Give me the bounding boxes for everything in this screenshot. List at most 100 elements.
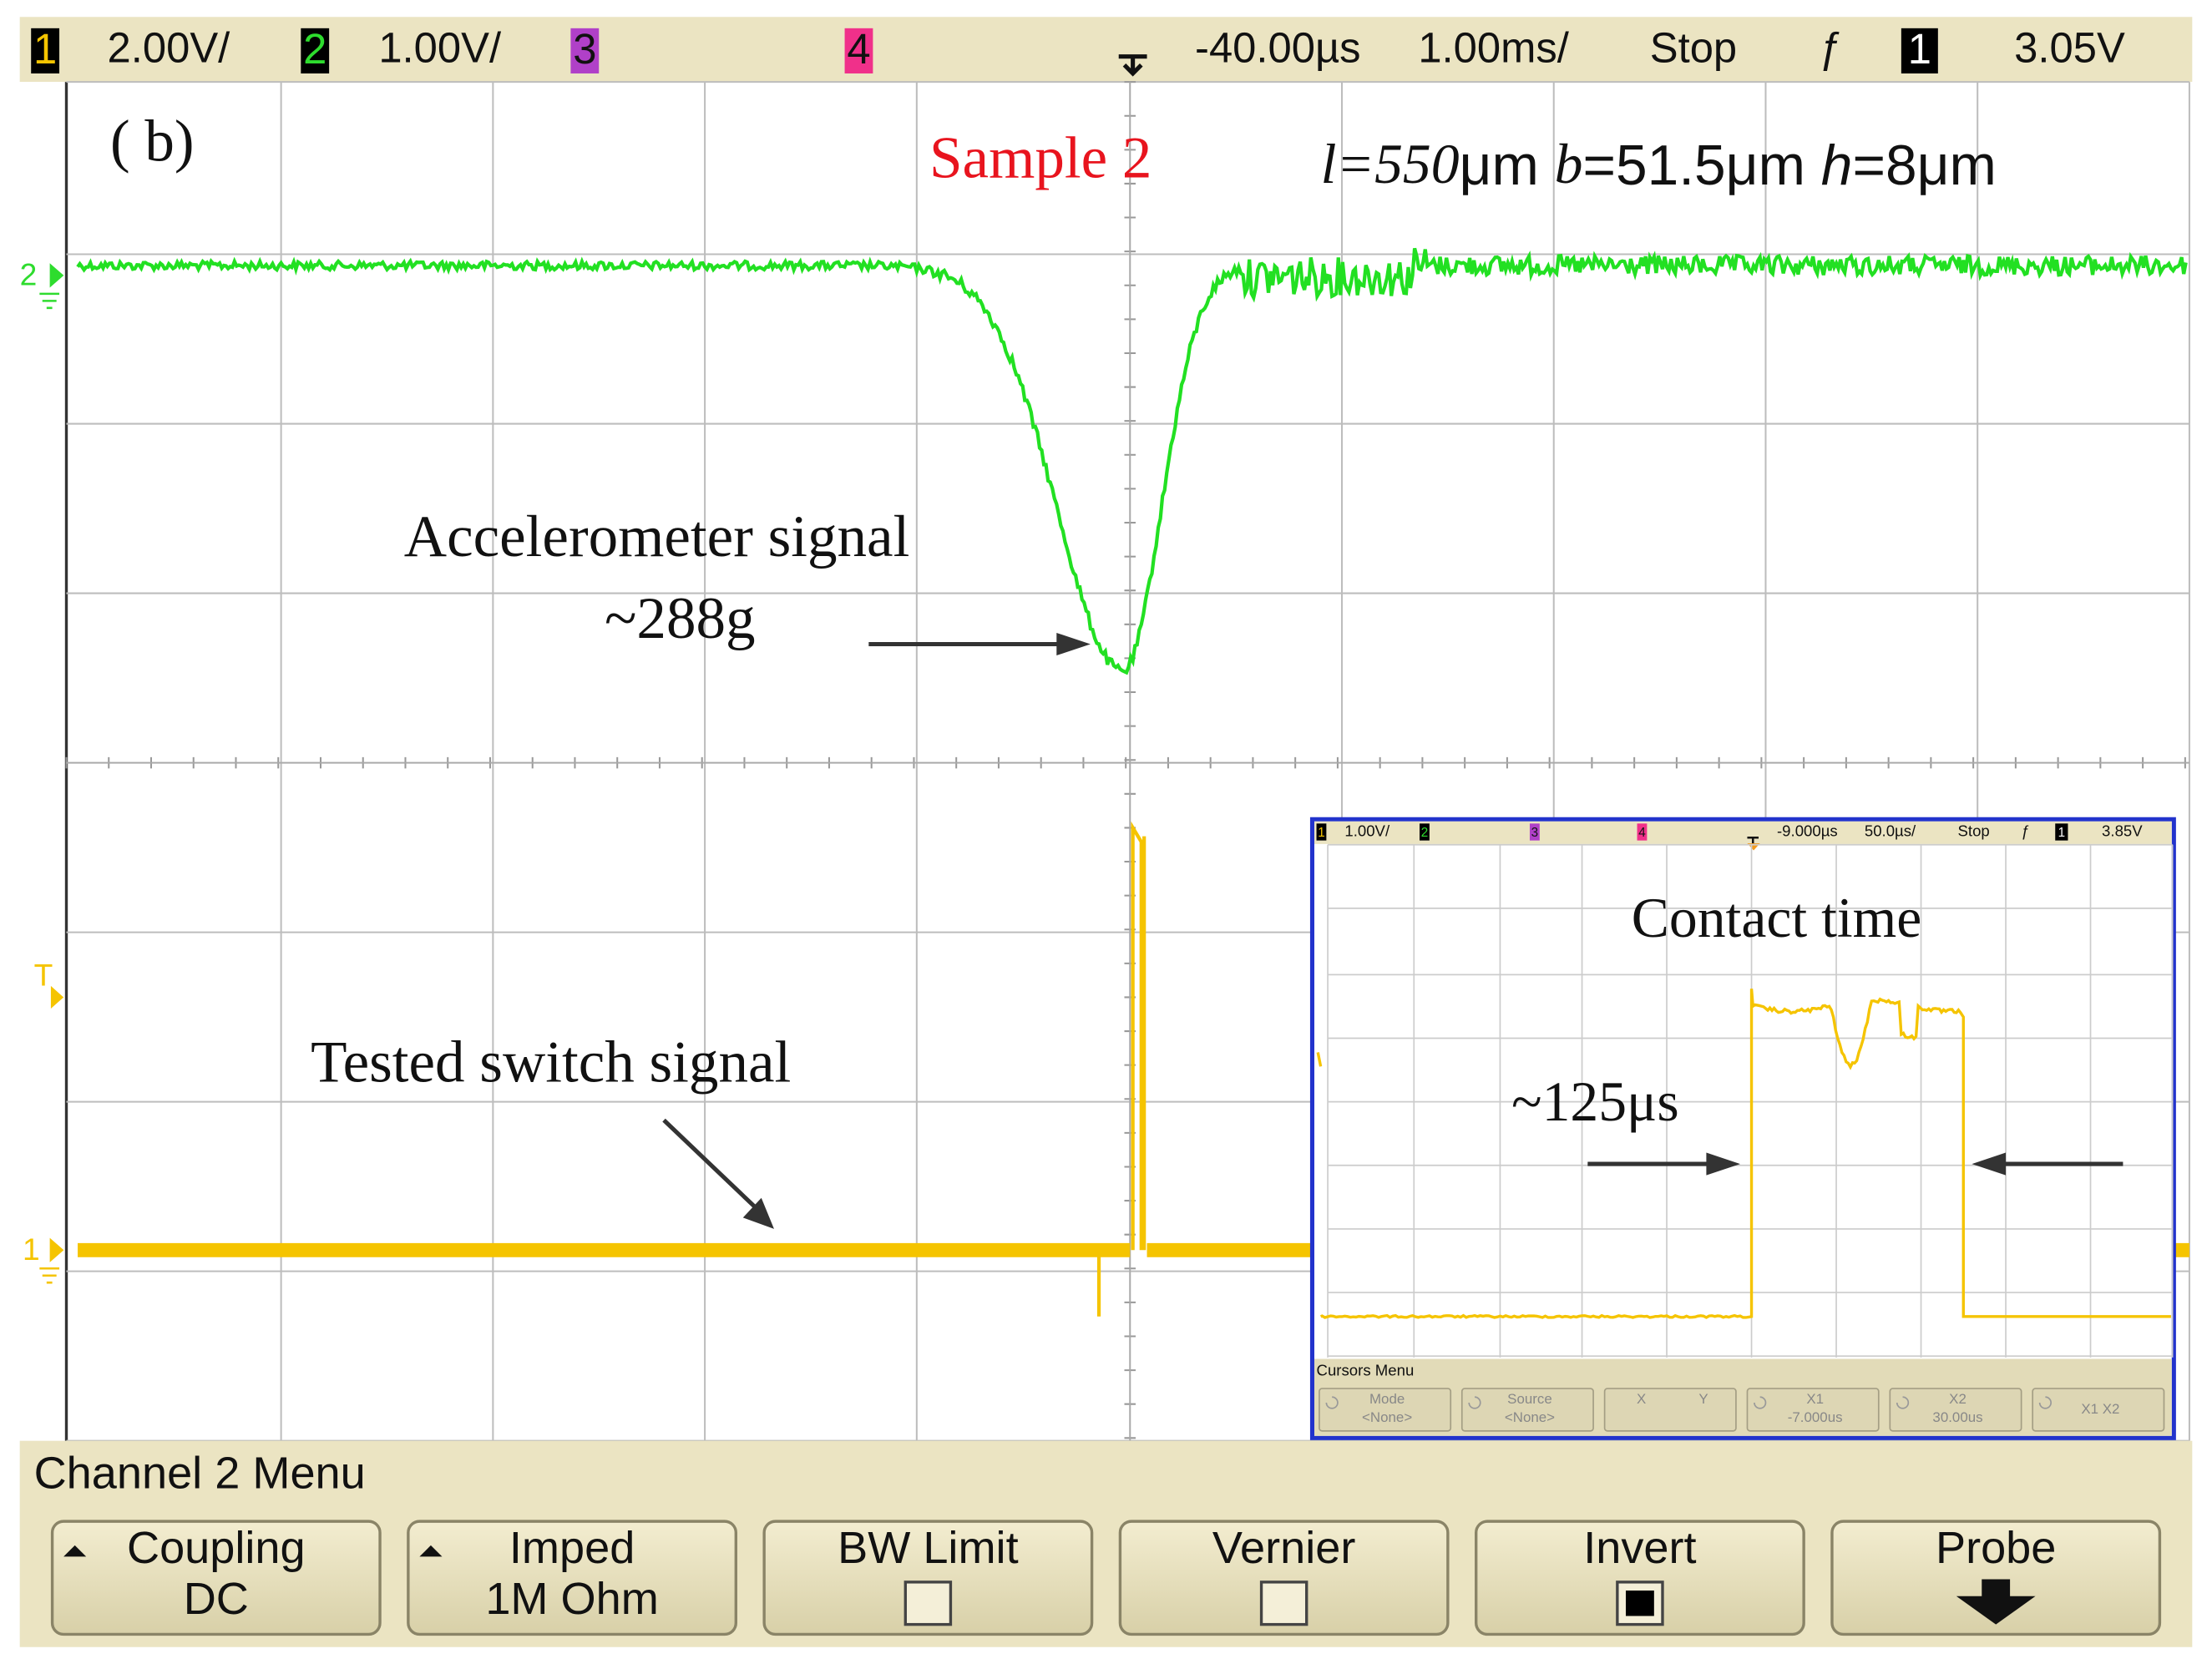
- softkey-down-arrow: [1956, 1579, 2036, 1625]
- ch2-scale: 1.00V/: [378, 23, 502, 71]
- softkey[interactable]: [1475, 1520, 1805, 1636]
- status-bar: [19, 17, 2193, 83]
- inset-ch4-number: 4: [1638, 826, 1646, 840]
- inset-trigger-source-icon: [2055, 823, 2068, 841]
- dim-h: h: [1821, 134, 1853, 197]
- inset-button-label: Y: [1698, 1391, 1708, 1407]
- inset-button-label: X: [1637, 1391, 1646, 1407]
- ch1-icon: [31, 28, 60, 73]
- panel-label: ( b): [110, 109, 195, 174]
- switch-arrow: [662, 1118, 757, 1208]
- inset-title: Contact time: [1632, 887, 1922, 949]
- inset-ch2-number: 2: [1421, 826, 1428, 840]
- softkey-label: Invert: [1583, 1523, 1696, 1573]
- ch1-scale: 2.00V/: [108, 23, 231, 71]
- inset-menu-title: Cursors Menu: [1317, 1362, 1415, 1379]
- inset-button-value: 30.00us: [1932, 1409, 1982, 1425]
- softkey[interactable]: [1830, 1520, 2162, 1636]
- inset-arrowhead-left: [1706, 1152, 1741, 1176]
- inset-knob-icon: [1325, 1396, 1339, 1409]
- switch-spike: [1096, 821, 1146, 1317]
- inset-button: [1603, 1388, 1737, 1432]
- menu-title: Channel 2 Menu: [34, 1448, 366, 1498]
- trigger-slope: ƒ: [1820, 23, 1843, 71]
- softkey-label: Imped: [509, 1523, 635, 1573]
- ch4-number: 4: [847, 25, 870, 73]
- timebase: 1.00ms/: [1418, 23, 1569, 71]
- inset-button: [1319, 1388, 1452, 1432]
- inset-ch3-icon: [1529, 823, 1540, 841]
- inset-button-label: Source: [1507, 1391, 1552, 1407]
- softkey-checkbox-mark: [1625, 1591, 1654, 1616]
- softkey-checkbox: [904, 1581, 953, 1626]
- ch4-icon: [844, 28, 873, 73]
- inset-cursor-menu: [1314, 1358, 2172, 1436]
- softkey-menu: [19, 1440, 2193, 1647]
- trigger-marker-label: T: [34, 958, 53, 993]
- inset-buttons: Mode <None> Source <None> X Y X1 -7.000us X2 30.0…: [1319, 1388, 2165, 1432]
- softkey-label: Probe: [1936, 1523, 2056, 1573]
- inset-button-label: Mode: [1369, 1391, 1405, 1407]
- inset-trigger-level: 3.85V: [2102, 822, 2143, 839]
- delay: -40.00µs: [1195, 23, 1360, 71]
- inset-graticule: [1327, 843, 2174, 1358]
- dim-h-value: =8μm: [1852, 134, 1996, 197]
- inset-ch1-number: 1: [1318, 826, 1324, 840]
- trigger-source: 1: [1908, 25, 1931, 73]
- inset-button-value: <None>: [1362, 1409, 1412, 1425]
- accel-label: Accelerometer signal: [404, 504, 910, 569]
- inset-run-state: Stop: [1958, 822, 1990, 839]
- softkey-label: Coupling: [127, 1523, 306, 1573]
- ch2-number: 2: [303, 25, 326, 73]
- inset-button-label: X1: [1806, 1391, 1824, 1407]
- dim-unit: μm: [1460, 134, 1555, 197]
- ch3-icon: [570, 28, 600, 73]
- inset-button: [1460, 1388, 1594, 1432]
- trigger-source-icon: [1901, 28, 1938, 73]
- trigger-level-marker: [50, 985, 64, 1009]
- inset-button: [1889, 1388, 2022, 1432]
- switch-arrowhead: [742, 1197, 774, 1229]
- inset-frame: [1309, 817, 2176, 1440]
- softkey[interactable]: [50, 1520, 382, 1636]
- trigger-level: 3.05V: [2014, 23, 2125, 71]
- softkey[interactable]: [1118, 1520, 1450, 1636]
- inset-ch3-number: 3: [1531, 826, 1538, 840]
- inset-ch1-icon: [1316, 823, 1327, 841]
- softkey[interactable]: [762, 1520, 1094, 1636]
- sample-label: Sample 2: [929, 126, 1152, 191]
- inset-ch1-stub: [1316, 1052, 1323, 1067]
- accel-arrowhead: [1056, 632, 1091, 656]
- switch-label: Tested switch signal: [311, 1029, 791, 1095]
- dim-l: l: [1321, 133, 1337, 195]
- inset-knob-icon: [2038, 1396, 2052, 1409]
- softkey-checkbox: [1259, 1581, 1308, 1626]
- softkey[interactable]: [407, 1520, 737, 1636]
- softkey-up-arrow: [419, 1545, 443, 1557]
- inset-switch-trace: [1319, 989, 2171, 1319]
- inset-trigger-slope: ƒ: [2022, 822, 2030, 839]
- ch1-number: 1: [33, 25, 57, 73]
- ch2-icon: [301, 28, 330, 73]
- inset-ch2-icon: [1420, 823, 1430, 841]
- inset-ch4-icon: [1637, 823, 1648, 841]
- ch1-ground: [39, 1237, 64, 1284]
- inset-timebase: 50.0µs/: [1865, 822, 1916, 839]
- accelerometer-trace: [76, 247, 2188, 675]
- ch1-marker: 1: [23, 1232, 40, 1267]
- dim-b-value: =51.5μm: [1583, 134, 1821, 197]
- inset-delay: -9.000µs: [1777, 822, 1838, 839]
- inset-button: [2032, 1388, 2165, 1432]
- inset-waveform: [1316, 989, 2171, 1319]
- inset-duration: ~125μs: [1511, 1070, 1679, 1133]
- dimensions: l=550μm b=51.5μm h=8μm: [1321, 133, 1997, 197]
- trigger-position-icon: [1118, 54, 1147, 77]
- inset-knob-icon: [1468, 1396, 1481, 1409]
- softkey-value: DC: [184, 1574, 249, 1624]
- inset-button-value: <None>: [1505, 1409, 1555, 1425]
- dim-b: b: [1555, 133, 1583, 195]
- run-state: Stop: [1650, 23, 1737, 71]
- softkey-value: 1M Ohm: [485, 1574, 658, 1624]
- inset-ch1-scale: 1.00V/: [1344, 822, 1390, 839]
